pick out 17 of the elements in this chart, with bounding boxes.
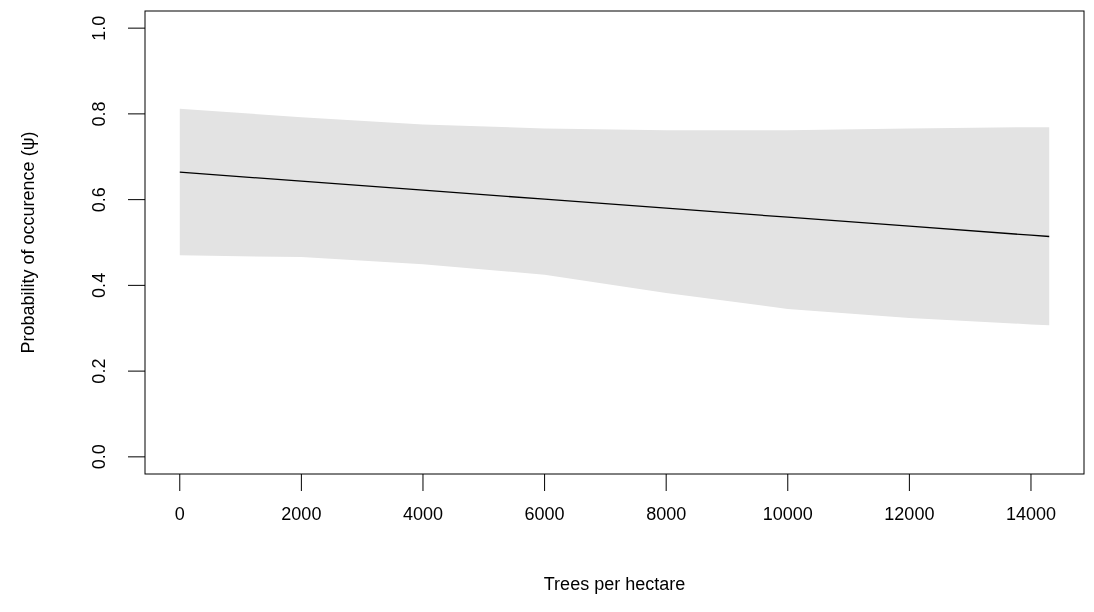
x-tick-label: 6000 bbox=[524, 504, 565, 524]
x-tick-label: 4000 bbox=[402, 504, 443, 524]
x-tick-label: 2000 bbox=[281, 504, 322, 524]
y-tick-label: 1.0 bbox=[89, 15, 109, 41]
y-tick-label: 0.4 bbox=[89, 272, 109, 298]
x-tick-label: 10000 bbox=[762, 504, 813, 524]
line-series bbox=[179, 171, 1050, 238]
x-tick-label: 12000 bbox=[884, 504, 935, 524]
x-tick-label: 14000 bbox=[1005, 504, 1057, 524]
y-tick-label: 0.6 bbox=[89, 187, 109, 213]
x-tick-label: 0 bbox=[174, 504, 185, 524]
x-axis-title: Trees per hectare bbox=[543, 574, 686, 594]
y-tick-label: 0.8 bbox=[89, 101, 109, 127]
y-tick-label: 0.0 bbox=[89, 444, 109, 470]
y-tick-label: 0.2 bbox=[89, 358, 109, 384]
y-axis-title: Probability of occurence (ψ) bbox=[18, 131, 38, 354]
x-tick-label: 8000 bbox=[646, 504, 687, 524]
